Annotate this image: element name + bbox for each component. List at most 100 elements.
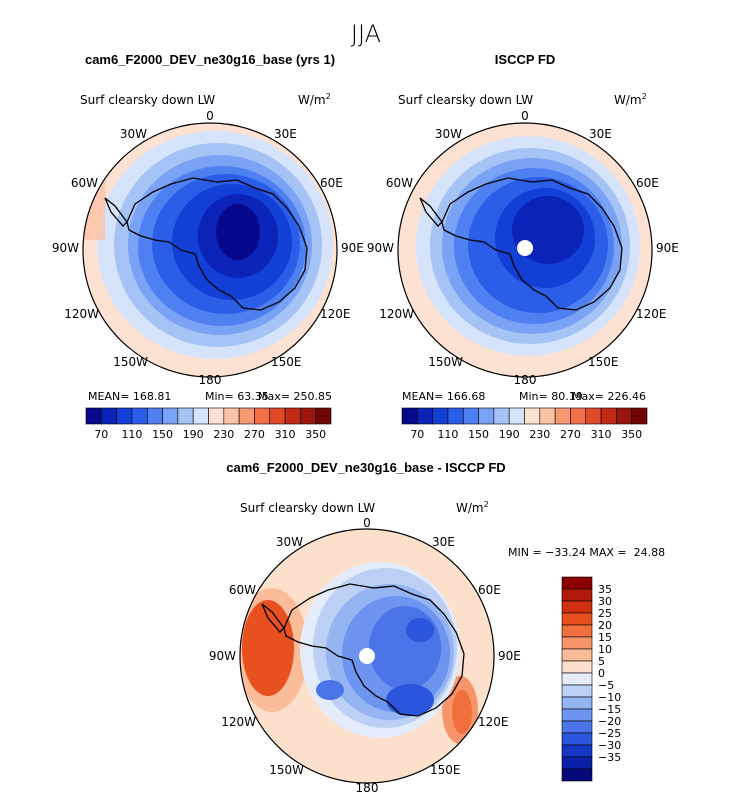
colorbar-swatch bbox=[561, 768, 593, 782]
variable-label: Surf clearsky down LW bbox=[80, 93, 215, 107]
lon-label: 60E bbox=[320, 176, 343, 190]
panel-title: cam6_F2000_DEV_ne30g16_base - ISCCP FD bbox=[226, 460, 505, 475]
colorbar-label: −15 bbox=[598, 703, 621, 716]
colorbar-label: 190 bbox=[499, 428, 520, 441]
colorbar-label: 350 bbox=[305, 428, 326, 441]
colorbar-swatch bbox=[561, 636, 593, 650]
colorbar-swatch bbox=[177, 407, 194, 425]
min-stat: Min= 63.35 bbox=[205, 390, 269, 403]
colorbar-swatch bbox=[432, 407, 449, 425]
polar-map bbox=[83, 123, 337, 377]
colorbar-swatch bbox=[616, 407, 632, 425]
lon-label: 60W bbox=[229, 583, 256, 597]
colorbar-swatch bbox=[539, 407, 556, 425]
lon-label: 90W bbox=[52, 241, 79, 255]
lon-label: 60W bbox=[386, 176, 413, 190]
colorbar-swatch bbox=[561, 600, 593, 614]
lon-label: 60E bbox=[636, 176, 659, 190]
polar-map bbox=[398, 123, 652, 377]
colorbar-swatch bbox=[561, 696, 593, 710]
colorbar-swatch bbox=[101, 407, 117, 425]
lon-label: 150E bbox=[271, 355, 302, 369]
lon-label: 180 bbox=[199, 373, 222, 387]
colorbar-label: 0 bbox=[598, 667, 605, 680]
colorbar-swatch bbox=[284, 407, 301, 425]
colorbar-swatch bbox=[561, 744, 593, 758]
variable-label: Surf clearsky down LW bbox=[240, 501, 375, 515]
min-stat: Min= 80.19 bbox=[519, 390, 583, 403]
colorbar-swatch bbox=[631, 407, 648, 425]
lon-label: 120W bbox=[221, 715, 256, 729]
colorbar-label: 35 bbox=[598, 583, 612, 596]
colorbar-label: −10 bbox=[598, 691, 621, 704]
colorbar-label: −35 bbox=[598, 751, 621, 764]
colorbar-label: 5 bbox=[598, 655, 605, 668]
lon-label: 30W bbox=[120, 127, 147, 141]
lon-label: 0 bbox=[206, 109, 214, 123]
lon-label: 90W bbox=[367, 241, 394, 255]
lon-label: 150E bbox=[430, 763, 461, 777]
colorbar-swatch bbox=[493, 407, 510, 425]
lon-label: 120E bbox=[478, 715, 509, 729]
units-label: W/m2 bbox=[614, 92, 647, 107]
units-label: W/m2 bbox=[298, 92, 331, 107]
units-label: W/m2 bbox=[456, 500, 489, 515]
colorbar-label: 150 bbox=[152, 428, 173, 441]
colorbar-swatch bbox=[254, 407, 271, 425]
lon-label: 0 bbox=[363, 516, 371, 530]
panel-title: cam6_F2000_DEV_ne30g16_base (yrs 1) bbox=[85, 52, 335, 67]
colorbar-swatch bbox=[561, 624, 593, 638]
colorbar-swatch bbox=[146, 407, 163, 425]
colorbar-swatch bbox=[600, 407, 617, 425]
lon-label: 30E bbox=[274, 127, 297, 141]
colorbar-swatch bbox=[208, 407, 225, 425]
mean-stat: MEAN= 168.81 bbox=[88, 390, 171, 403]
lon-label: 150W bbox=[269, 763, 304, 777]
colorbar-label: 230 bbox=[529, 428, 550, 441]
colorbar-swatch bbox=[570, 407, 587, 425]
panel-obs: ISCCP FD Surf clearsky down LW W/m2 0 30… bbox=[367, 52, 679, 441]
lon-label: 30E bbox=[589, 127, 612, 141]
colorbar-label: 70 bbox=[94, 428, 108, 441]
colorbar-swatch bbox=[561, 756, 593, 770]
colorbar-swatch bbox=[561, 684, 593, 698]
colorbar-swatch bbox=[401, 407, 418, 425]
panel-title: ISCCP FD bbox=[495, 52, 555, 67]
colorbar-swatch bbox=[162, 407, 179, 425]
lon-label: 120E bbox=[636, 307, 667, 321]
colorbar-swatch bbox=[524, 407, 541, 425]
colorbar-swatch bbox=[508, 407, 525, 425]
colorbar-swatch bbox=[554, 407, 571, 425]
colorbar-label: −25 bbox=[598, 727, 621, 740]
lon-label: 120E bbox=[320, 307, 351, 321]
minmax-stat: MIN = −33.24 MAX = 24.88 bbox=[508, 546, 665, 559]
colorbar-label: 230 bbox=[213, 428, 234, 441]
colorbar-swatch bbox=[462, 407, 479, 425]
lon-label: 180 bbox=[514, 373, 537, 387]
polar-map bbox=[240, 529, 494, 783]
colorbar-label: 190 bbox=[183, 428, 204, 441]
colorbar-label: −30 bbox=[598, 739, 621, 752]
colorbar-swatch bbox=[561, 672, 593, 686]
lon-label: 180 bbox=[356, 781, 379, 795]
colorbar-label: 310 bbox=[591, 428, 612, 441]
colorbar-swatch bbox=[85, 407, 102, 425]
colorbar-label: 70 bbox=[410, 428, 424, 441]
lon-label: 150W bbox=[113, 355, 148, 369]
max-stat: Max= 250.85 bbox=[258, 390, 332, 403]
colorbar-swatch bbox=[116, 407, 133, 425]
colorbar-swatch bbox=[561, 576, 593, 590]
colorbar-swatch bbox=[269, 407, 286, 425]
lon-label: 90E bbox=[341, 241, 364, 255]
lon-label: 150W bbox=[428, 355, 463, 369]
longitude-labels: 0 30E 60E 90E 120E 150E 180 150W 120W 90… bbox=[52, 109, 364, 387]
colorbar: 70 110 150 190 230 270 310 350 bbox=[401, 407, 648, 441]
lon-label: 120W bbox=[379, 307, 414, 321]
colorbar-swatch bbox=[238, 407, 255, 425]
colorbar-swatch bbox=[561, 732, 593, 746]
lon-label: 150E bbox=[588, 355, 619, 369]
colorbar-swatch bbox=[478, 407, 495, 425]
lon-label: 30E bbox=[432, 535, 455, 549]
panel-diff: cam6_F2000_DEV_ne30g16_base - ISCCP FD S… bbox=[209, 460, 665, 795]
colorbar-label: 10 bbox=[598, 643, 612, 656]
